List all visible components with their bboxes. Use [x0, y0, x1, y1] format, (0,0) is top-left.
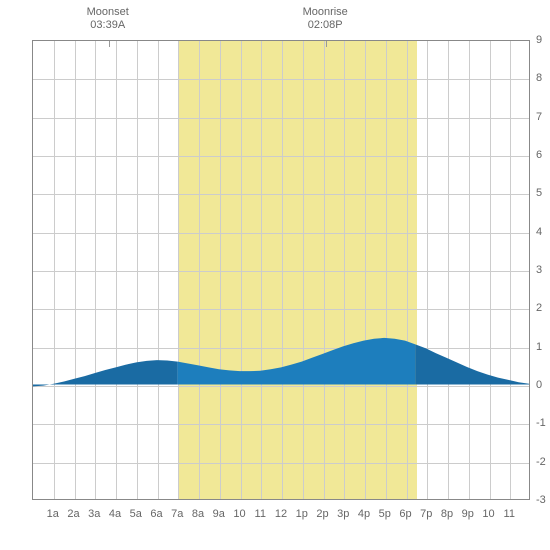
- x-tick-label: 3p: [337, 508, 349, 520]
- gridline-vertical: [427, 41, 428, 499]
- y-tick-label: 6: [536, 149, 542, 161]
- y-tick-label: 3: [536, 264, 542, 276]
- moon-event-time: 03:39A: [87, 19, 129, 32]
- x-tick-label: 11: [255, 508, 266, 520]
- gridline-horizontal: [33, 156, 529, 157]
- y-tick-label: 2: [536, 302, 542, 314]
- gridline-vertical: [241, 41, 242, 499]
- daylight-band: [178, 41, 417, 499]
- x-tick-label: 9a: [213, 508, 225, 520]
- tide-chart: 1a2a3a4a5a6a7a8a9a1011121p2p3p4p5p6p7p8p…: [0, 0, 550, 550]
- y-tick-label: 5: [536, 187, 542, 199]
- plot-area: [32, 40, 530, 500]
- gridline-vertical: [282, 41, 283, 499]
- y-tick-label: -2: [536, 456, 546, 468]
- y-tick-label: -3: [536, 494, 546, 506]
- gridline-vertical: [303, 41, 304, 499]
- gridline-vertical: [178, 41, 179, 499]
- x-tick-label: 2p: [316, 508, 328, 520]
- moon-event-time: 02:08P: [303, 19, 348, 32]
- gridline-vertical: [324, 41, 325, 499]
- y-tick-label: 4: [536, 226, 542, 238]
- x-tick-label: 10: [233, 508, 245, 520]
- x-tick-label: 5p: [379, 508, 391, 520]
- x-tick-label: 1p: [296, 508, 308, 520]
- gridline-horizontal: [33, 386, 529, 387]
- gridline-vertical: [199, 41, 200, 499]
- gridline-vertical: [261, 41, 262, 499]
- gridline-vertical: [510, 41, 511, 499]
- x-tick-label: 2a: [67, 508, 79, 520]
- x-tick-label: 11: [504, 508, 515, 520]
- gridline-horizontal: [33, 463, 529, 464]
- x-tick-label: 3a: [88, 508, 100, 520]
- gridline-horizontal: [33, 194, 529, 195]
- x-tick-label: 6a: [150, 508, 162, 520]
- moonrise-label: Moonrise02:08P: [303, 6, 348, 32]
- x-tick-label: 6p: [399, 508, 411, 520]
- x-tick-label: 10: [482, 508, 494, 520]
- x-tick-label: 4p: [358, 508, 370, 520]
- gridline-vertical: [220, 41, 221, 499]
- gridline-vertical: [95, 41, 96, 499]
- gridline-horizontal: [33, 118, 529, 119]
- x-tick-label: 5a: [130, 508, 142, 520]
- gridline-vertical: [386, 41, 387, 499]
- moon-event-name: Moonset: [87, 6, 129, 19]
- x-tick-label: 4a: [109, 508, 121, 520]
- gridline-vertical: [75, 41, 76, 499]
- moon-marker: [109, 41, 110, 47]
- gridline-vertical: [448, 41, 449, 499]
- x-tick-label: 1a: [47, 508, 59, 520]
- tide-segment: [415, 344, 529, 384]
- gridline-vertical: [469, 41, 470, 499]
- y-tick-label: 7: [536, 111, 542, 123]
- gridline-vertical: [365, 41, 366, 499]
- y-tick-label: 1: [536, 341, 542, 353]
- moon-marker: [326, 41, 327, 47]
- gridline-vertical: [116, 41, 117, 499]
- x-tick-label: 7p: [420, 508, 432, 520]
- gridline-vertical: [137, 41, 138, 499]
- y-tick-label: -1: [536, 417, 546, 429]
- gridline-horizontal: [33, 79, 529, 80]
- x-tick-label: 9p: [462, 508, 474, 520]
- gridline-horizontal: [33, 348, 529, 349]
- gridline-horizontal: [33, 309, 529, 310]
- moonset-label: Moonset03:39A: [87, 6, 129, 32]
- x-tick-label: 8p: [441, 508, 453, 520]
- gridline-horizontal: [33, 233, 529, 234]
- moon-event-name: Moonrise: [303, 6, 348, 19]
- gridline-vertical: [54, 41, 55, 499]
- gridline-horizontal: [33, 424, 529, 425]
- gridline-vertical: [344, 41, 345, 499]
- gridline-vertical: [407, 41, 408, 499]
- y-tick-label: 8: [536, 72, 542, 84]
- x-tick-label: 8a: [192, 508, 204, 520]
- gridline-vertical: [490, 41, 491, 499]
- gridline-vertical: [158, 41, 159, 499]
- y-tick-label: 9: [536, 34, 542, 46]
- y-tick-label: 0: [536, 379, 542, 391]
- x-tick-label: 7a: [171, 508, 183, 520]
- x-tick-label: 12: [275, 508, 287, 520]
- gridline-horizontal: [33, 271, 529, 272]
